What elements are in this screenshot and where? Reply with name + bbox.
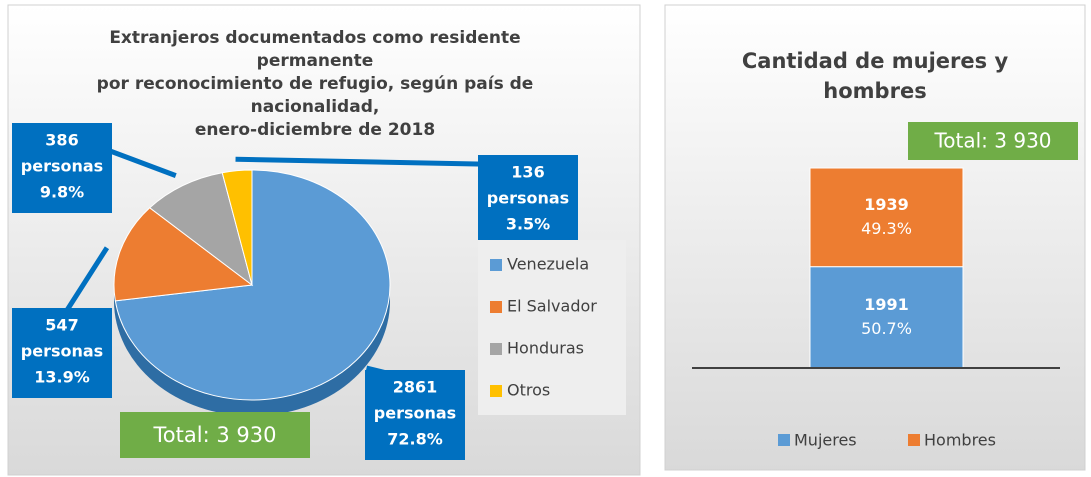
data-label-percent: 50.7%	[861, 319, 912, 338]
data-label-unit: personas	[21, 157, 103, 176]
annotation: Total: 3 930	[153, 423, 277, 447]
bar-chart: Cantidad de mujeres y hombres Total: 3 930…	[692, 49, 1078, 450]
pie-chart: Extranjeros documentados como residente p…	[12, 28, 626, 460]
pie-slice	[113, 207, 254, 302]
legend-swatch	[490, 301, 502, 313]
legend-box	[478, 240, 626, 415]
legend-label: Honduras	[507, 339, 584, 358]
legend-swatch	[490, 385, 502, 397]
annotation: Total: 3 930	[933, 129, 1051, 153]
label-box	[478, 155, 578, 245]
data-label: 547	[45, 316, 78, 335]
data-label-percent: 49.3%	[861, 219, 912, 238]
legend-swatch	[778, 434, 790, 446]
total-box	[120, 412, 310, 458]
legend-swatch	[490, 343, 502, 355]
legend-label: Mujeres	[794, 431, 857, 450]
legend-swatch	[908, 434, 920, 446]
label-box	[365, 370, 465, 460]
pie-slice	[148, 172, 253, 287]
data-label: 1939	[864, 195, 909, 214]
data-label-unit: personas	[487, 189, 569, 208]
chart-title: enero-diciembre de 2018	[195, 120, 435, 140]
label-box	[12, 123, 112, 213]
data-label: 2861	[393, 378, 438, 397]
legend-label: Hombres	[924, 431, 996, 450]
data-label-unit: personas	[374, 404, 456, 423]
legend-label: Venezuela	[507, 255, 589, 274]
chart-title: permanente	[257, 51, 374, 71]
chart-title: hombres	[823, 79, 926, 103]
legend-swatch	[490, 259, 502, 271]
data-label: 136	[511, 163, 544, 182]
label-box	[12, 308, 112, 398]
chart-title: nacionalidad,	[251, 97, 380, 117]
total-box	[908, 122, 1078, 160]
bar-segment	[809, 266, 964, 369]
legend-label: El Salvador	[507, 297, 597, 316]
bar-segment	[809, 167, 964, 268]
chart-title: Extranjeros documentados como residente	[109, 28, 520, 48]
pie-slice	[221, 169, 253, 286]
leader-line	[59, 246, 110, 320]
data-label-unit: personas	[21, 342, 103, 361]
legend-label: Otros	[507, 381, 550, 400]
chart-title: por reconocimiento de refugio, según paí…	[97, 74, 534, 94]
data-label-percent: 13.9%	[34, 368, 90, 387]
data-label-percent: 72.8%	[387, 430, 443, 449]
data-label-percent: 9.8%	[40, 183, 84, 202]
chart-title: Cantidad de mujeres y	[742, 49, 1009, 73]
data-label: 386	[45, 131, 78, 150]
data-label: 1991	[864, 295, 909, 314]
data-label-percent: 3.5%	[506, 215, 550, 234]
